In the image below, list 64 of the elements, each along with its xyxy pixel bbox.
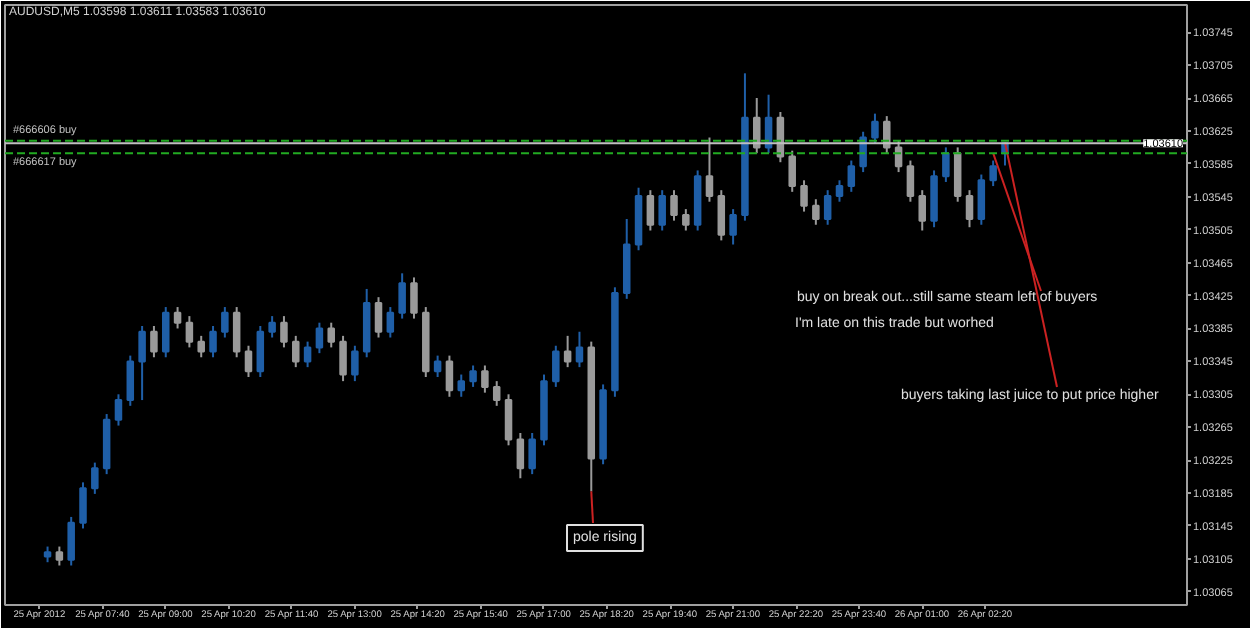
candlestick	[670, 189, 678, 222]
candlestick	[752, 97, 761, 155]
candlestick	[528, 431, 536, 476]
candlestick	[79, 481, 87, 530]
candlestick	[244, 344, 253, 379]
candlestick	[516, 431, 525, 480]
candlestick	[552, 344, 560, 388]
candlestick	[445, 354, 454, 398]
candlestick	[197, 334, 205, 359]
candlestick	[303, 340, 312, 369]
candlestick	[232, 306, 241, 359]
candlestick	[682, 208, 690, 232]
candlestick	[906, 159, 915, 203]
candlestick	[823, 189, 832, 226]
candlestick	[481, 364, 489, 394]
candlestick	[161, 306, 170, 359]
candlestick	[658, 189, 666, 232]
candlestick	[150, 324, 158, 359]
candlestick	[173, 306, 182, 330]
candlestick	[114, 393, 123, 427]
candlestick	[410, 276, 418, 320]
candlestick	[185, 315, 194, 349]
candlestick	[209, 324, 217, 359]
candlestick	[729, 208, 737, 246]
candlestick	[327, 321, 335, 349]
candlestick	[280, 315, 288, 349]
candlestick	[563, 334, 572, 369]
candlestick	[433, 354, 442, 379]
candlestick	[292, 334, 300, 369]
candlestick	[374, 296, 383, 339]
candlestick	[138, 324, 146, 402]
candlestick	[977, 173, 986, 226]
candlestick	[315, 321, 324, 355]
candlestick	[646, 189, 655, 232]
candlestick	[965, 189, 974, 229]
candlestick	[575, 330, 584, 369]
candlestick	[705, 136, 714, 203]
candlestick	[930, 169, 938, 229]
candlestick	[989, 159, 997, 188]
candlestick	[504, 393, 513, 447]
candlestick	[221, 306, 229, 339]
candlestick	[918, 189, 926, 232]
candlestick	[398, 272, 406, 320]
candlestick	[871, 112, 879, 145]
candlestick	[717, 189, 726, 242]
candlestick	[812, 198, 820, 226]
candlestick	[492, 380, 501, 407]
candlestick	[339, 334, 347, 383]
candlestick	[256, 324, 265, 379]
candlestick	[351, 344, 359, 383]
candlestick	[268, 315, 276, 339]
candlestick	[788, 149, 796, 193]
candlestick	[55, 545, 64, 567]
candlestick	[953, 146, 962, 203]
candlestick	[457, 373, 466, 398]
candlestick	[386, 306, 395, 339]
candlestick	[67, 515, 75, 567]
candlestick	[91, 461, 99, 495]
candlestick	[847, 159, 856, 193]
candlestick	[942, 146, 950, 183]
candlestick	[469, 364, 477, 388]
candlestick	[126, 354, 135, 407]
candlestick	[835, 179, 844, 203]
candlestick	[800, 179, 808, 213]
